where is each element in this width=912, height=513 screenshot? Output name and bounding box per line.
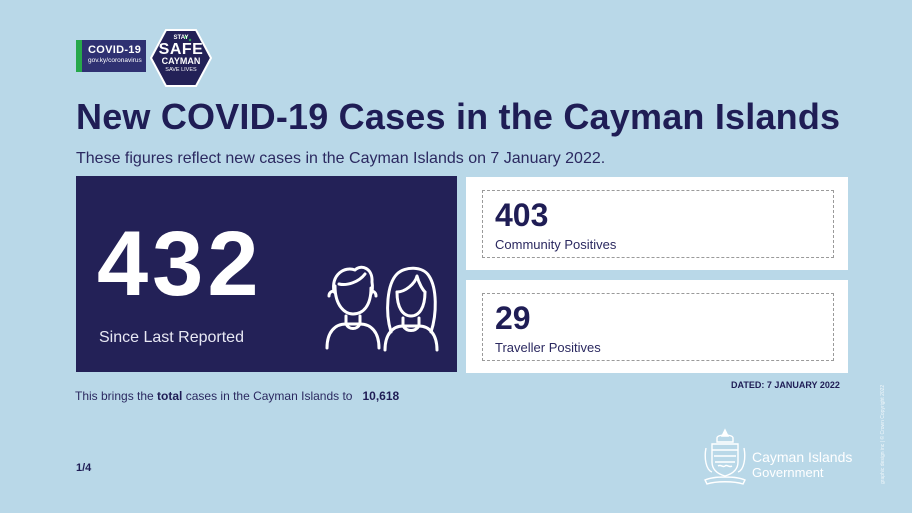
total-suffix: cases in the Cayman Islands to <box>182 389 353 403</box>
page-subtitle: These figures reflect new cases in the C… <box>76 150 606 167</box>
main-stat-panel <box>76 176 457 372</box>
community-positives-value: 403 <box>495 197 549 233</box>
main-stat-label: Since Last Reported <box>99 329 244 346</box>
community-positives-label: Community Positives <box>495 237 617 252</box>
traveller-positives-value: 29 <box>495 300 531 336</box>
total-cases-line: This brings the total cases in the Cayma… <box>75 389 399 403</box>
total-cases-value: 10,618 <box>362 389 400 403</box>
main-stat-value: 432 <box>97 213 263 315</box>
covid-badge-url: gov.ky/coronavirus <box>88 57 142 64</box>
covid-badge-title: COVID-19 <box>88 44 142 56</box>
total-prefix: This brings the <box>75 389 158 403</box>
cayman-text: CAYMAN <box>161 56 201 66</box>
cayman-crest-icon <box>702 428 748 486</box>
traveller-card <box>466 280 848 373</box>
people-icon <box>325 262 440 352</box>
page-indicator: 1/4 <box>76 462 92 474</box>
traveller-positives-label: Traveller Positives <box>495 340 601 355</box>
community-card <box>466 177 848 270</box>
government-name-line2: Government <box>752 465 824 480</box>
covid-badge: COVID-19 gov.ky/coronavirus <box>76 40 146 72</box>
traveller-card-frame: 29 Traveller Positives <box>482 293 834 361</box>
community-card-frame: 403 Community Positives <box>482 190 834 258</box>
government-name-line1: Cayman Islands <box>752 449 853 465</box>
stay-safe-hexagon-icon <box>150 29 212 87</box>
save-lives-text: SAVE LIVES <box>165 67 197 73</box>
dated-label: DATED: 7 JANUARY 2022 <box>731 380 840 390</box>
stay-safe-badge: STAY SAFE CAYMAN SAVE LIVES <box>150 35 212 74</box>
copyright-credit: graphic design inc | © Crown Copyright 2… <box>880 384 886 484</box>
total-bold-word: total <box>157 389 183 403</box>
page-title: New COVID-19 Cases in the Cayman Islands <box>76 96 841 137</box>
safe-text: SAFE <box>158 41 204 58</box>
stay-text: STAY <box>173 35 189 41</box>
